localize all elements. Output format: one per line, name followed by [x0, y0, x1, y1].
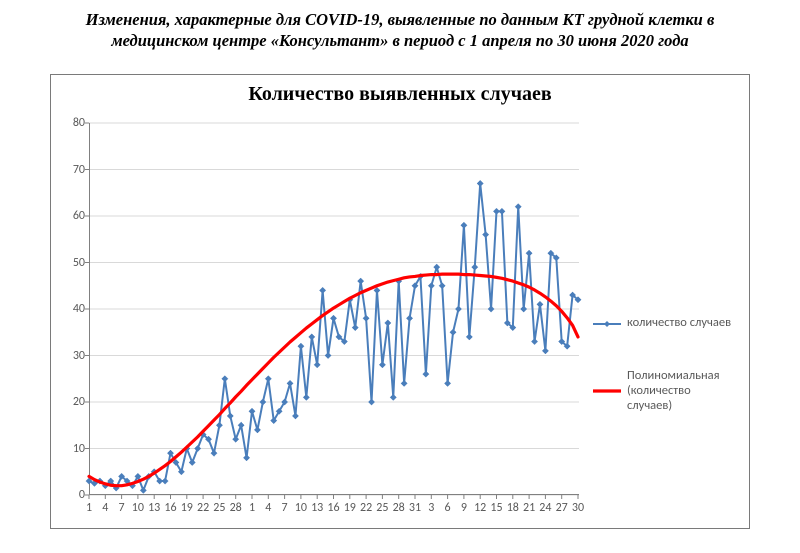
x-tick-label: 10: [132, 501, 144, 515]
x-tick-label: 1: [249, 501, 255, 515]
legend-item-cases: количество случаев: [593, 316, 737, 331]
y-tick-label: 30: [57, 349, 85, 363]
page-title-line2: медицинском центре «Консультант» в перио…: [111, 31, 688, 50]
x-tick-label: 18: [507, 501, 519, 515]
x-tick-label: 27: [556, 501, 568, 515]
x-tick-label: 13: [311, 501, 323, 515]
x-tick-label: 4: [102, 501, 108, 515]
x-tick-label: 1: [86, 501, 92, 515]
y-tick-label: 80: [57, 116, 85, 130]
legend-swatch-trend: [593, 384, 621, 398]
legend-label-cases: количество случаев: [627, 316, 731, 331]
x-tick-label: 24: [539, 501, 551, 515]
x-tick-label: 28: [393, 501, 405, 515]
chart-legend: количество случаев Полиномиальная (колич…: [593, 316, 737, 413]
y-tick-label: 10: [57, 442, 85, 456]
x-tick-label: 13: [148, 501, 160, 515]
x-tick-label: 22: [197, 501, 209, 515]
x-tick-label: 7: [282, 501, 288, 515]
legend-label-trend: Полиномиальная (количество случаев): [627, 369, 737, 413]
x-tick-label: 7: [119, 501, 125, 515]
x-tick-label: 19: [344, 501, 356, 515]
chart-title: Количество выявленных случаев: [51, 83, 749, 106]
y-tick-label: 20: [57, 395, 85, 409]
y-tick-label: 40: [57, 302, 85, 316]
chart-container: Количество выявленных случаев 0 10 20 30 40 5…: [50, 74, 750, 529]
x-tick-label: 16: [327, 501, 339, 515]
x-tick-label: 28: [230, 501, 242, 515]
x-tick-label: 12: [474, 501, 486, 515]
x-tick-label: 19: [181, 501, 193, 515]
x-tick-label: 21: [523, 501, 535, 515]
y-tick-label: 50: [57, 256, 85, 270]
page-title-line1: Изменения, характерные для COVID-19, выя…: [86, 10, 715, 29]
x-tick-label: 3: [428, 501, 434, 515]
legend-swatch-cases: [593, 317, 621, 331]
x-tick-label: 25: [213, 501, 225, 515]
x-tick-label: 4: [265, 501, 271, 515]
x-tick-label: 6: [445, 501, 451, 515]
x-tick-label: 9: [461, 501, 467, 515]
x-tick-label: 25: [376, 501, 388, 515]
x-tick-label: 22: [360, 501, 372, 515]
x-tick-label: 15: [490, 501, 502, 515]
page-title: Изменения, характерные для COVID-19, выя…: [0, 0, 800, 55]
x-tick-label: 30: [572, 501, 584, 515]
legend-item-trend: Полиномиальная (количество случаев): [593, 369, 737, 413]
y-tick-label: 60: [57, 209, 85, 223]
x-tick-label: 16: [164, 501, 176, 515]
chart-plot: [89, 123, 579, 495]
y-tick-label: 0: [57, 488, 85, 502]
x-tick-label: 31: [409, 501, 421, 515]
y-tick-label: 70: [57, 163, 85, 177]
x-tick-label: 10: [295, 501, 307, 515]
